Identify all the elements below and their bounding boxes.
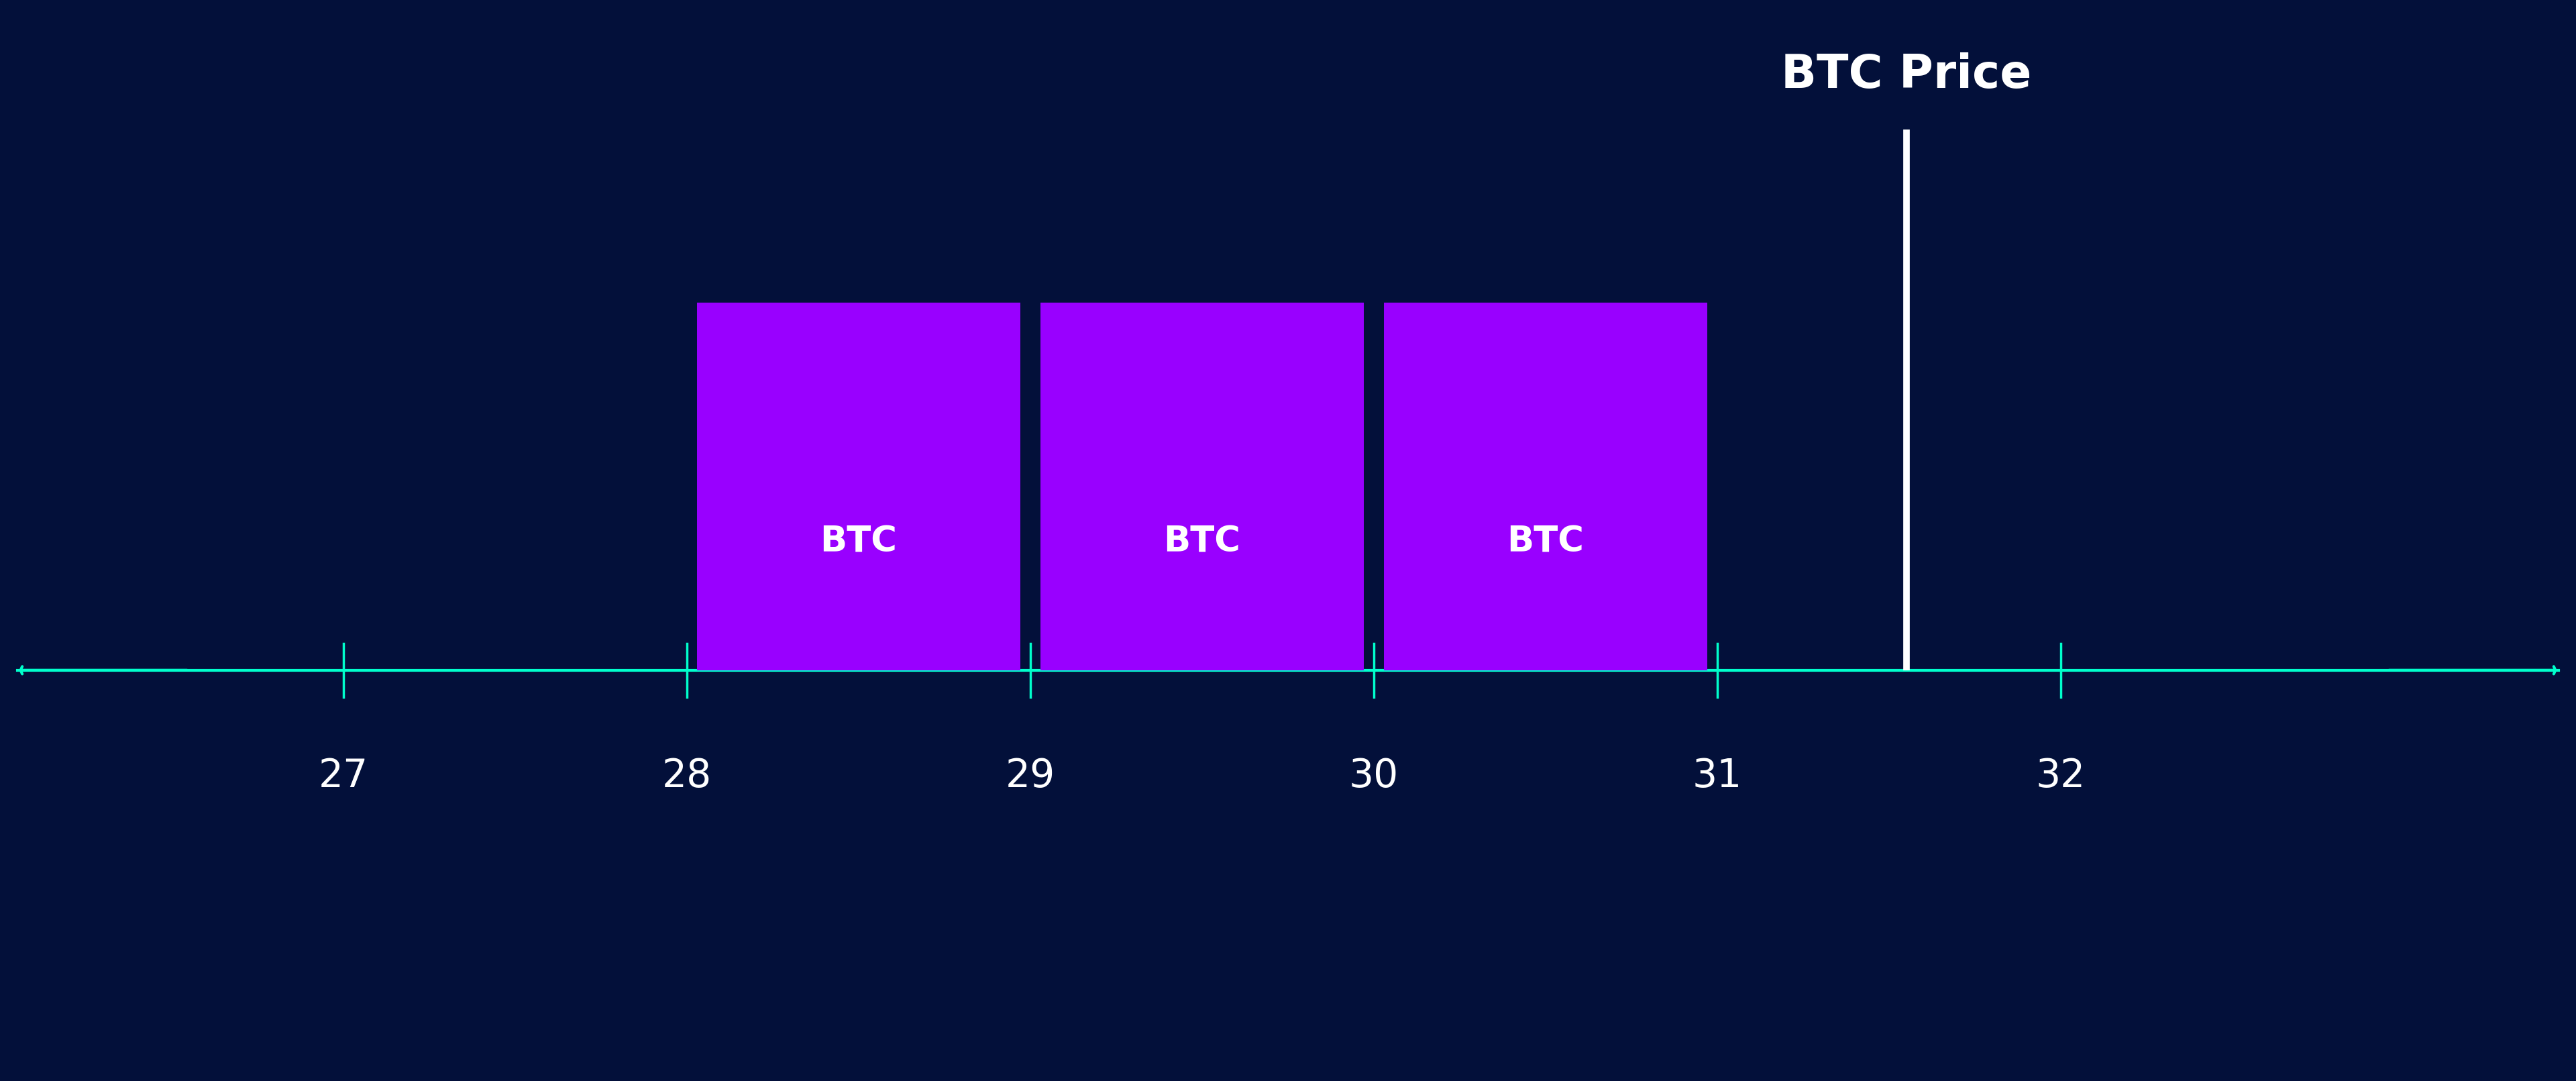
Bar bbox=[1041, 303, 1363, 670]
Text: BTC Price: BTC Price bbox=[1780, 52, 2032, 97]
Text: 32: 32 bbox=[2035, 757, 2087, 795]
Text: BTC: BTC bbox=[1164, 524, 1242, 559]
Text: 27: 27 bbox=[319, 757, 368, 795]
Bar bbox=[698, 303, 1020, 670]
Text: BTC: BTC bbox=[1507, 524, 1584, 559]
Text: 29: 29 bbox=[1005, 757, 1056, 795]
Text: 30: 30 bbox=[1350, 757, 1399, 795]
Text: 28: 28 bbox=[662, 757, 711, 795]
Text: BTC: BTC bbox=[819, 524, 896, 559]
Text: 31: 31 bbox=[1692, 757, 1741, 795]
Bar bbox=[1383, 303, 1708, 670]
